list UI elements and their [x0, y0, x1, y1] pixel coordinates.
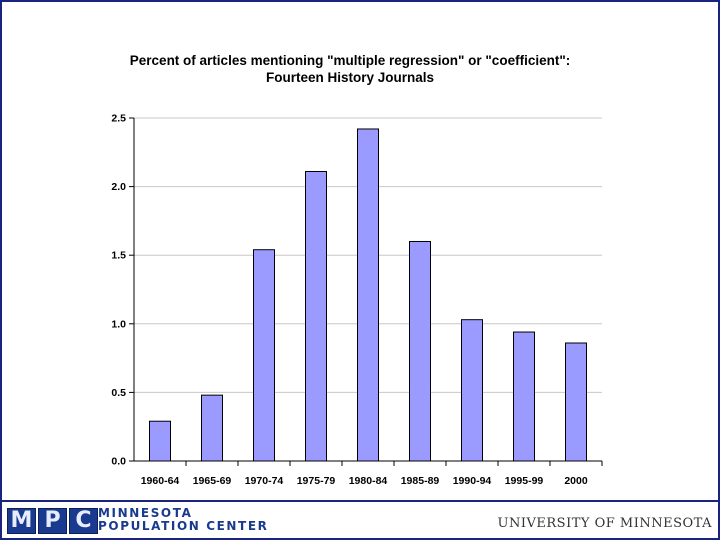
y-tick-label: 1.5: [111, 250, 126, 262]
bar: [305, 171, 327, 462]
org-name: MINNESOTA POPULATION CENTER: [98, 507, 268, 533]
bar: [409, 240, 431, 462]
org-name-line2: POPULATION CENTER: [98, 519, 269, 533]
y-tick-label: 1.0: [111, 318, 126, 330]
bar: [253, 249, 275, 462]
bar: [357, 128, 379, 462]
bar: [513, 331, 535, 462]
x-tick-label: 1985-89: [401, 475, 440, 487]
logo-letter-c: C: [69, 508, 98, 534]
x-tick-label: 1960-64: [141, 475, 180, 487]
y-tick-label: 2.5: [111, 113, 126, 125]
bar: [461, 319, 483, 462]
y-tick-label: 0.0: [111, 456, 126, 468]
footer-bar: M P C MINNESOTA POPULATION CENTER UNIVER…: [2, 500, 718, 538]
logo-letter-p: P: [38, 508, 67, 534]
chart-subtitle: Fourteen History Journals: [265, 70, 435, 85]
x-tick-label: 1970-74: [245, 475, 284, 487]
y-tick-label: 2.0: [111, 181, 126, 193]
y-tick-label: 0.5: [111, 387, 126, 399]
chart-title: Percent of articles mentioning "multiple…: [129, 53, 571, 68]
chart-title-block: Percent of articles mentioning "multiple…: [0, 52, 700, 86]
mpc-logo: M P C: [7, 508, 98, 534]
logo-letter-m: M: [7, 508, 36, 534]
x-tick-label: 1990-94: [453, 475, 492, 487]
x-tick-label: 1995-99: [505, 475, 544, 487]
bar: [149, 420, 171, 462]
bar: [201, 394, 223, 462]
x-tick-label: 2000: [564, 475, 588, 487]
x-tick-label: 1980-84: [349, 475, 388, 487]
x-tick-label: 1975-79: [297, 475, 336, 487]
university-name: UNIVERSITY OF MINNESOTA: [497, 516, 712, 531]
bar-chart: 0.0 0.5 1.0 1.5 2.0 2.5 1960-64 1965-69 1970-74 1…: [111, 113, 603, 487]
bar: [565, 342, 587, 462]
org-name-line1: MINNESOTA: [98, 506, 193, 520]
x-tick-label: 1965-69: [193, 475, 232, 487]
